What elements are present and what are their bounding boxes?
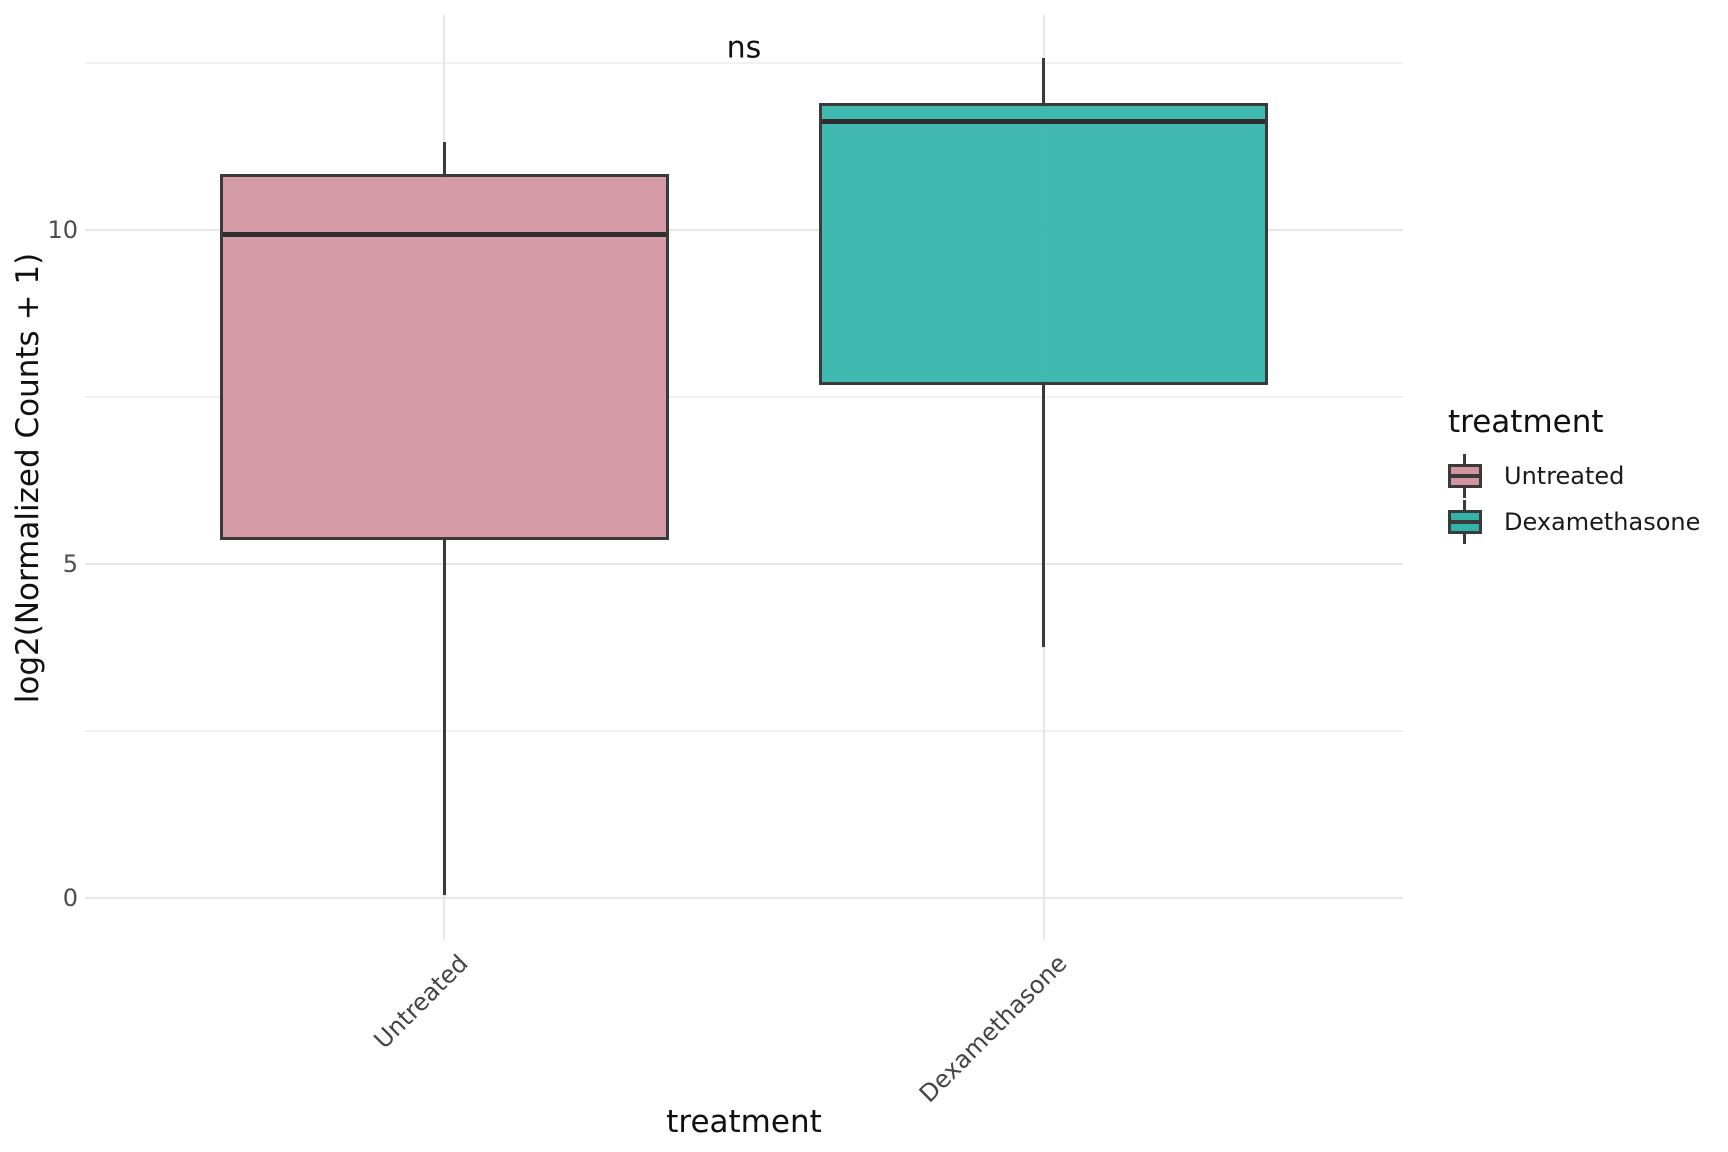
legend-item: Untreated xyxy=(1448,453,1700,499)
legend-title: treatment xyxy=(1448,404,1604,440)
boxplot-median xyxy=(821,118,1266,124)
y-axis-title: log2(Normalized Counts + 1) xyxy=(10,252,46,704)
x-tick-label: Dexamethasone xyxy=(913,949,1073,1108)
x-axis-title: treatment xyxy=(666,1104,822,1140)
minor-gridline xyxy=(85,396,1403,399)
major-gridline xyxy=(85,562,1403,565)
boxplot-box-fill xyxy=(818,103,1269,385)
plot-panel xyxy=(85,15,1403,940)
legend-key-icon xyxy=(1448,500,1482,544)
y-tick-label: 10 xyxy=(47,216,78,245)
boxplot-whisker-lower xyxy=(443,539,446,895)
legend-items: Untreated Dexamethasone xyxy=(1448,453,1700,545)
boxplot-whisker-upper xyxy=(1042,57,1045,104)
y-tick-label: 0 xyxy=(62,883,78,912)
legend-item-label: Dexamethasone xyxy=(1504,508,1701,536)
legend-key-icon xyxy=(1448,454,1482,498)
legend-item-label: Untreated xyxy=(1504,462,1625,490)
boxplot-whisker-lower xyxy=(1042,385,1045,647)
minor-gridline xyxy=(85,62,1403,65)
boxplot-median xyxy=(222,231,667,237)
boxplot-box xyxy=(219,173,670,540)
legend-key-median xyxy=(1451,474,1479,478)
major-gridline xyxy=(85,229,1403,232)
boxplot-whisker-upper xyxy=(443,141,446,174)
x-tick-label: Untreated xyxy=(368,949,474,1055)
y-tick-label: 5 xyxy=(62,549,78,578)
boxplot-box xyxy=(818,103,1269,385)
minor-gridline xyxy=(85,729,1403,732)
major-gridline xyxy=(85,896,1403,899)
legend-item: Dexamethasone xyxy=(1448,499,1700,545)
legend: treatment Untreated Dexamethasone xyxy=(1448,404,1700,545)
significance-label: ns xyxy=(726,30,762,66)
legend-key-median xyxy=(1451,520,1479,524)
